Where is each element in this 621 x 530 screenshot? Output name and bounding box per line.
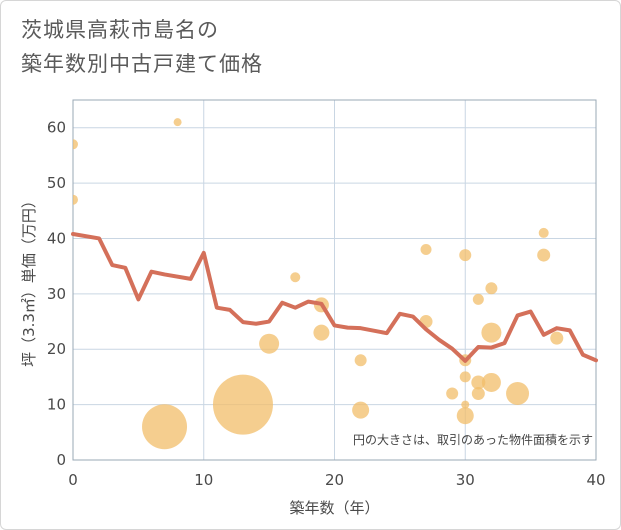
scatter-point [212,374,273,435]
scatter-point [73,139,78,150]
x-tick-label: 10 [194,471,213,489]
scatter-point [471,375,486,390]
y-tick-label: 60 [47,119,66,137]
x-tick-label: 40 [586,471,605,489]
grid-lines [73,100,596,460]
scatter-point [471,387,485,401]
scatter-point [550,331,564,345]
y-tick-label: 0 [56,451,66,469]
scatter-point [481,322,502,343]
y-tick-label: 50 [47,174,66,192]
bubble-size-note: 円の大きさは、取引のあった物件面積を示す [353,432,593,447]
chart-title: 茨城県高萩市島名の 築年数別中古戸建て価格 [21,13,263,81]
y-tick-label: 30 [47,285,66,303]
scatter-point [538,227,549,238]
scatter-point [472,293,484,305]
x-tick-label: 30 [456,471,475,489]
scatter-point [173,118,182,127]
scatter-point [259,333,280,354]
series-line [71,232,598,363]
scatter-point [73,194,78,205]
scatter-point [506,382,530,406]
scatter-point [456,407,474,425]
scatter-point [481,372,501,392]
x-axis-label: 築年数（年） [289,499,379,517]
scatter-point [446,387,459,400]
scatter-point [420,244,432,256]
x-tick-label: 0 [68,471,78,489]
chart-title-line2: 築年数別中古戸建て価格 [21,52,263,76]
scatter-point [485,282,498,295]
plot-area-border [72,99,597,461]
scatter-point [142,404,188,450]
scatter-point [290,272,301,283]
scatter-point [313,324,330,341]
average-line [71,232,598,363]
scatter-point [354,354,367,367]
y-axis-label: 坪（3.3㎡）単価（万円） [20,193,38,367]
scatter-point [459,371,471,383]
scatter-point [537,248,551,262]
chart-title-line1: 茨城県高萩市島名の [21,18,219,42]
y-tick-label: 20 [47,340,66,358]
scatter-point [352,401,370,419]
scatter-bubbles [73,118,564,450]
y-tick-label: 40 [47,229,66,247]
scatter-point [461,400,470,409]
scatter-point [459,249,472,262]
x-tick-label: 20 [325,471,344,489]
y-tick-label: 10 [47,396,66,414]
axis-ticks: 0 10 20 30 40 0 10 20 30 40 50 60 [47,119,606,489]
